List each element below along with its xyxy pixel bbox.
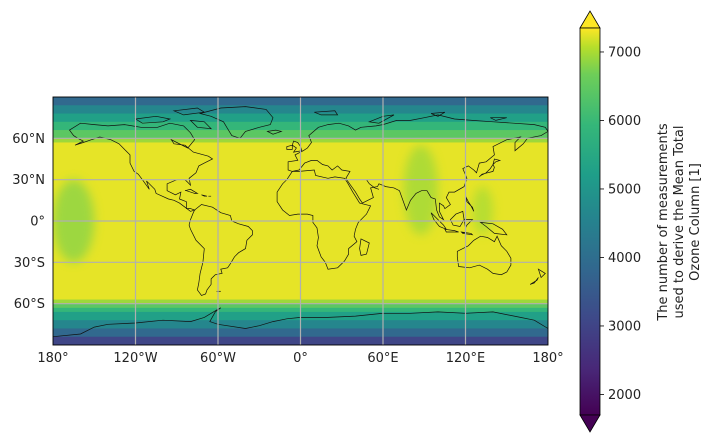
madagascar-coast [359,238,370,256]
y-tick-label: 30°S [14,256,45,271]
colorbar-tick-label: 2000 [608,388,641,403]
uk-ireland-coast [286,140,303,153]
philippines-coast [465,196,475,212]
x-tick-label: 60°E [367,351,398,366]
x-tick-label: 0° [293,351,308,366]
colorbar-tick-label: 5000 [608,182,641,197]
x-tick-label: 60°W [200,351,236,366]
colorbar-top-extend [579,10,601,29]
colorbar-gradient [579,27,601,416]
colorbar-label-line-2: used to derive the Mean Total [672,126,687,319]
arabia-detail-coast [366,179,380,190]
heatmap-features [53,145,493,263]
caribbean-coast [184,188,212,197]
antarctica-coast [53,307,548,338]
greenland-coast [198,106,274,139]
colorbar-tick-label: 3000 [608,319,641,334]
colorbar-tick-label: 6000 [608,114,641,129]
heatmap-feature-1 [403,145,438,235]
y-tick-label: 30°N [12,173,45,188]
colorbar-tick-label: 7000 [608,45,641,60]
indonesia-coast [430,210,508,236]
europe-asia-coast [287,114,548,221]
colorbar-label-line-3: Ozone Column [1] [688,163,703,281]
colorbar-bottom-extend [579,414,601,433]
x-axis-ticks: 180° 120°W 60°W 0° 60°E 120°E 180° [37,351,563,366]
map-frame [52,96,549,346]
colorbar-tick-label: 4000 [608,251,641,266]
x-tick-label: 120°W [113,351,157,366]
map-plot-area [52,96,549,346]
arctic-islands-coast [134,107,507,130]
x-tick-label: 120°E [446,351,486,366]
colorbar-label-line-1: The number of measurements [656,123,671,322]
africa-coast [276,169,372,270]
y-tick-label: 0° [30,215,45,230]
y-tick-label: 60°N [12,132,45,147]
australia-coast [456,235,512,276]
coastlines [53,106,548,338]
iceland-coast [266,129,283,135]
y-tick-label: 60°S [14,297,45,312]
north-america-coast [68,122,214,212]
colorbar-ticks: 2000 3000 4000 5000 6000 7000 [600,45,641,403]
x-tick-label: 180° [532,351,563,366]
colorbar: 2000 3000 4000 5000 6000 7000 The number of m… [579,10,703,433]
gridlines [53,97,548,345]
japan-coast [479,158,502,178]
new-zealand-coast [529,268,546,285]
y-axis-ticks: 60°N 30°N 0° 30°S 60°S [12,132,45,312]
south-america-coast [188,204,253,296]
x-tick-label: 180° [37,351,68,366]
heatmap-feature-2 [472,186,493,235]
